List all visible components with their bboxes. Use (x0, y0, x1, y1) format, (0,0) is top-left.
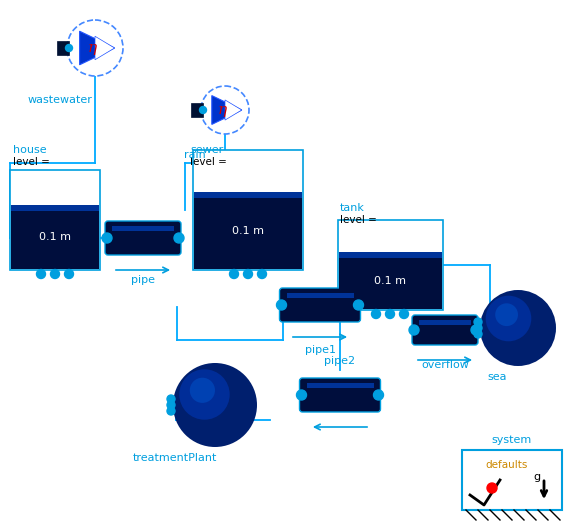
FancyBboxPatch shape (299, 378, 380, 412)
Circle shape (487, 483, 497, 493)
Text: rain: rain (184, 150, 206, 160)
Circle shape (167, 395, 175, 403)
Bar (339, 252, 441, 257)
Circle shape (409, 325, 419, 335)
Text: level =: level = (190, 157, 227, 167)
Circle shape (277, 300, 287, 310)
Circle shape (179, 369, 230, 420)
Text: pipe: pipe (131, 275, 155, 285)
Text: pipe1: pipe1 (304, 345, 335, 355)
Bar (10, 170, 100, 270)
Text: level =: level = (13, 157, 50, 167)
Text: sea: sea (487, 372, 507, 382)
Circle shape (474, 330, 482, 338)
Circle shape (495, 303, 518, 326)
Polygon shape (95, 36, 115, 60)
Text: wastewater: wastewater (28, 95, 92, 105)
Circle shape (400, 310, 408, 319)
Circle shape (67, 20, 123, 76)
Text: pipe2: pipe2 (324, 356, 356, 366)
Bar (191, 103, 203, 117)
Circle shape (471, 325, 481, 335)
Circle shape (480, 290, 556, 366)
Bar (194, 192, 302, 269)
Polygon shape (225, 100, 242, 120)
Circle shape (167, 401, 175, 409)
Circle shape (374, 390, 383, 400)
Text: 0.1 m: 0.1 m (374, 276, 406, 286)
FancyBboxPatch shape (412, 315, 478, 345)
Bar (57, 41, 69, 55)
Circle shape (102, 233, 112, 243)
Text: 0.1 m: 0.1 m (232, 226, 264, 236)
Bar (339, 252, 441, 309)
Circle shape (174, 233, 184, 243)
Text: overflow: overflow (421, 360, 469, 370)
Circle shape (353, 300, 364, 310)
Circle shape (190, 378, 215, 403)
Circle shape (386, 310, 394, 319)
Bar (306, 383, 374, 388)
Circle shape (201, 86, 249, 134)
FancyBboxPatch shape (280, 288, 361, 322)
Text: sewer: sewer (190, 145, 223, 155)
Text: level =: level = (340, 215, 377, 225)
Polygon shape (79, 31, 115, 65)
Bar (193, 150, 303, 270)
Text: system: system (492, 435, 532, 445)
Bar (419, 320, 471, 325)
Circle shape (244, 270, 252, 278)
Bar (194, 192, 302, 198)
Text: η: η (88, 41, 97, 55)
Circle shape (66, 45, 72, 52)
Circle shape (230, 270, 238, 278)
Circle shape (258, 270, 266, 278)
Text: 0.1 m: 0.1 m (39, 232, 71, 243)
Text: η: η (218, 103, 227, 117)
Circle shape (474, 318, 482, 326)
Bar (287, 293, 353, 298)
Bar (11, 205, 99, 211)
Bar (338, 220, 443, 310)
Circle shape (296, 390, 306, 400)
Circle shape (173, 363, 257, 447)
Circle shape (167, 407, 175, 415)
Text: house: house (13, 145, 46, 155)
Circle shape (474, 324, 482, 332)
Polygon shape (212, 96, 242, 124)
Text: treatmentPlant: treatmentPlant (133, 453, 217, 463)
Circle shape (372, 310, 380, 319)
Bar (112, 226, 174, 231)
Circle shape (200, 106, 206, 113)
Circle shape (64, 270, 74, 278)
Text: g: g (534, 472, 541, 482)
Bar (11, 205, 99, 269)
Circle shape (50, 270, 60, 278)
Circle shape (37, 270, 45, 278)
Text: defaults: defaults (486, 460, 528, 470)
Circle shape (485, 296, 531, 342)
FancyBboxPatch shape (105, 221, 181, 255)
Bar (462, 450, 562, 510)
Text: tank: tank (340, 203, 365, 213)
